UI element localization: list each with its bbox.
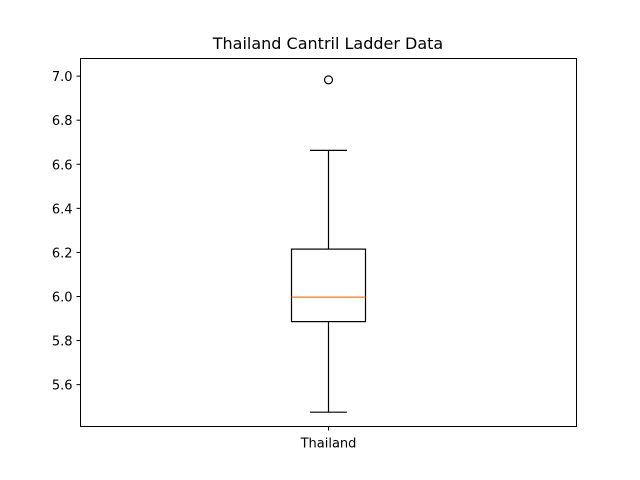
y-tick-label: 6.2 [52, 246, 73, 261]
outlier-point [323, 75, 334, 85]
y-tick-label: 5.6 [52, 379, 73, 394]
box-group [290, 75, 367, 413]
box-plot-marks [290, 75, 367, 413]
plot-area: 5.6 5.8 6.0 6.2 6.4 6.6 6.8 7.0 Thailand [52, 58, 577, 452]
y-tick-label: 6.8 [52, 114, 73, 129]
iqr-box [290, 248, 367, 323]
y-tick-label: 7.0 [52, 70, 73, 85]
y-tick-label: 6.4 [52, 202, 73, 217]
y-tick-label: 6.6 [52, 158, 73, 173]
y-tick-label: 6.0 [52, 290, 73, 305]
chart-title: Thailand Cantril Ladder Data [212, 34, 443, 53]
x-tick-label: Thailand [300, 437, 357, 452]
y-tick-label: 5.8 [52, 335, 73, 350]
